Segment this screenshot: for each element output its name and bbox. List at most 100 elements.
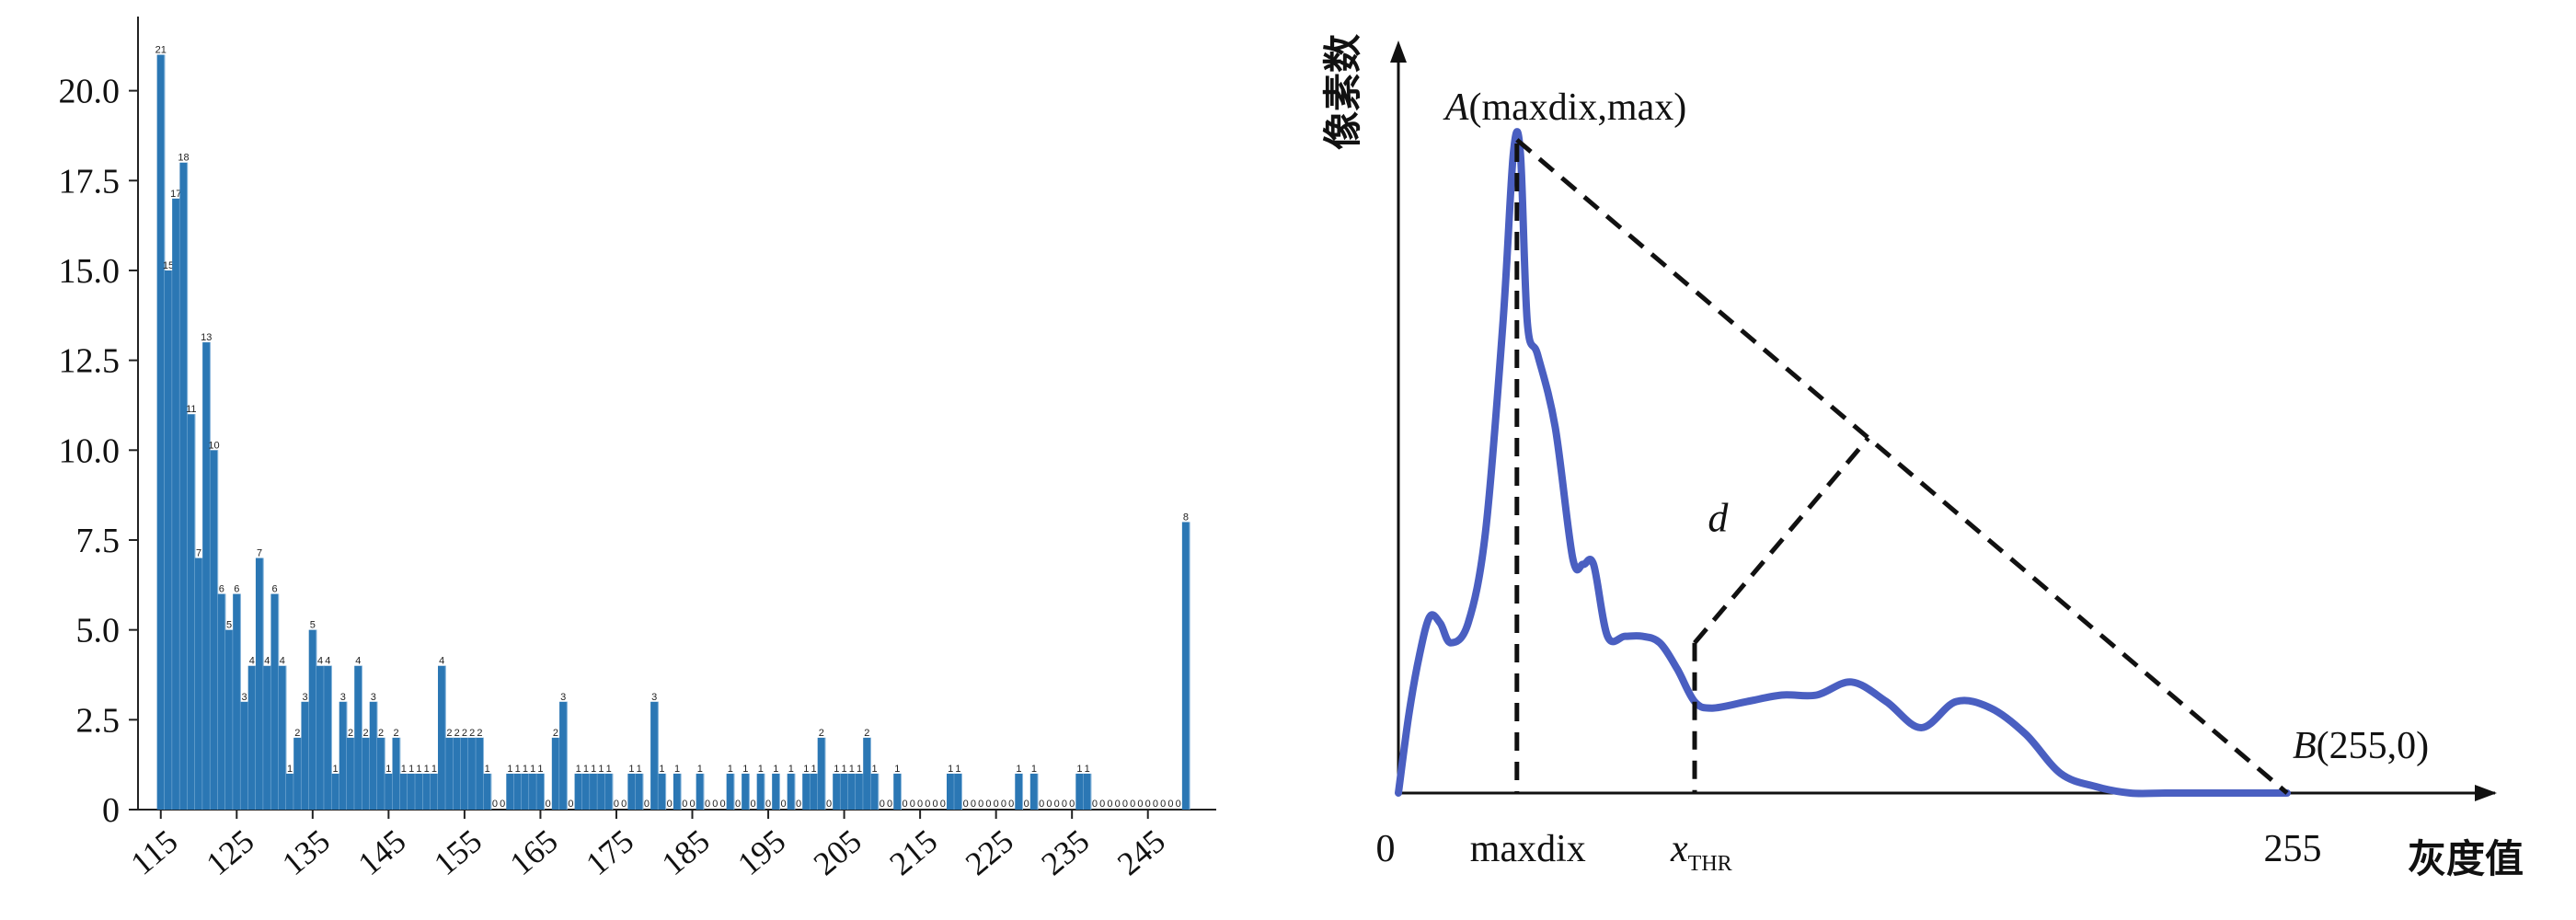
bar-data-label: 0 [614,799,619,810]
histogram-bar [385,773,393,810]
bar-data-label: 0 [796,799,801,810]
bar-data-label: 2 [864,728,869,739]
bar-data-label: 1 [424,764,430,775]
bar-data-label: 0 [1176,799,1181,810]
histogram-bar [840,773,849,810]
bar-data-label: 1 [637,764,642,775]
histogram-bar [194,558,203,810]
bar-data-label: 1 [773,764,778,775]
bar-data-label: 0 [719,799,725,810]
x-tick-label-zero: 0 [1376,828,1396,870]
bar-data-label: 6 [272,584,278,595]
histogram-bar [893,773,902,810]
distance-d-line [1693,436,1870,645]
bar-data-label: 4 [317,656,323,667]
bar-data-label: 0 [1115,799,1121,810]
bar-data-label: 4 [325,656,330,667]
histogram-bar [635,773,644,810]
x-axis-title: 灰度值 [2408,836,2524,881]
histogram-bar [756,773,765,810]
histogram-bar [278,665,287,810]
histogram-bar [217,593,226,810]
y-axis-arrow-icon [1390,40,1407,63]
histogram-bar [855,773,864,810]
histogram-bar [468,737,477,810]
bar-data-label: 4 [439,656,444,667]
histogram-bar [521,773,530,810]
bar-data-label: 0 [1153,799,1158,810]
histogram-bar [810,773,819,810]
histogram-bar [263,665,271,810]
histogram-bar [179,162,189,810]
histogram-bar [802,773,811,810]
bar-data-label: 7 [257,548,262,559]
histogram-bar [422,773,431,810]
bar-data-label: 4 [264,656,270,667]
histogram-bar [346,737,355,810]
histogram-bar [817,737,826,810]
point-b-label: B(255,0) [2293,725,2429,767]
histogram-bar [362,737,371,810]
bar-data-label: 1 [287,764,293,775]
bar-data-label: 2 [553,728,558,739]
bar-data-label: 0 [765,799,771,810]
histogram-bar [650,701,659,810]
bar-data-label: 1 [1085,764,1090,775]
bar-data-label: 1 [788,764,794,775]
histogram-bar [1029,773,1039,810]
bar-data-label: 0 [1039,799,1044,810]
histogram-bar [270,593,280,810]
histogram-bar [224,629,234,810]
bar-data-label: 1 [659,764,664,775]
bar-data-label: 1 [537,764,543,775]
bar-data-label: 1 [401,764,407,775]
histogram-bar [187,414,196,810]
bar-data-label: 3 [371,692,376,703]
xthr-symbol: x [1670,828,1688,870]
histogram-bar [947,773,955,810]
histogram-bar [726,773,735,810]
bar-data-label: 0 [994,799,999,810]
x-tick-label-maxdix: maxdix [1470,828,1586,870]
bar-data-label: 1 [576,764,581,775]
bar-data-label: 0 [1046,799,1052,810]
histogram-bar [529,773,537,810]
histogram-bar [247,665,257,810]
histogram-bar [233,593,241,810]
bar-data-label: 0 [880,799,885,810]
bar-data-label: 6 [219,584,224,595]
histogram-bar [438,665,446,810]
bar-data-label: 4 [355,656,361,667]
histogram-bar [536,773,545,810]
histogram-bar [392,737,401,810]
histogram-bar [354,665,362,810]
bar-data-label: 5 [226,620,232,631]
bar-data-label: 0 [1145,799,1151,810]
bar-data-label: 1 [811,764,817,775]
bar-data-label: 1 [834,764,839,775]
bar-data-label: 2 [454,728,460,739]
histogram-bar [870,773,880,810]
histogram-bar [627,773,637,810]
bar-data-label: 0 [712,799,718,810]
bar-data-label: 0 [1160,799,1166,810]
bar-data-label: 1 [385,764,391,775]
y-tick-label: 2.5 [76,701,121,740]
bar-data-label: 0 [621,799,627,810]
bar-data-label: 1 [1016,764,1021,775]
histogram-bar [772,773,780,810]
bar-data-label: 17 [170,189,181,200]
histogram-bar [202,342,211,810]
bar-data-label: 1 [523,764,528,775]
bar-data-label: 1 [803,764,809,775]
histogram-bar [506,773,514,810]
bar-data-label: 15 [163,260,174,271]
bar-data-label: 1 [894,764,900,775]
bar-data-label: 0 [940,799,946,810]
y-axis-title: 像素数 [1320,34,1365,150]
bar-data-label: 0 [644,799,650,810]
bar-data-label: 18 [178,153,189,164]
bar-data-label: 0 [1137,799,1143,810]
histogram-bar [581,773,591,810]
